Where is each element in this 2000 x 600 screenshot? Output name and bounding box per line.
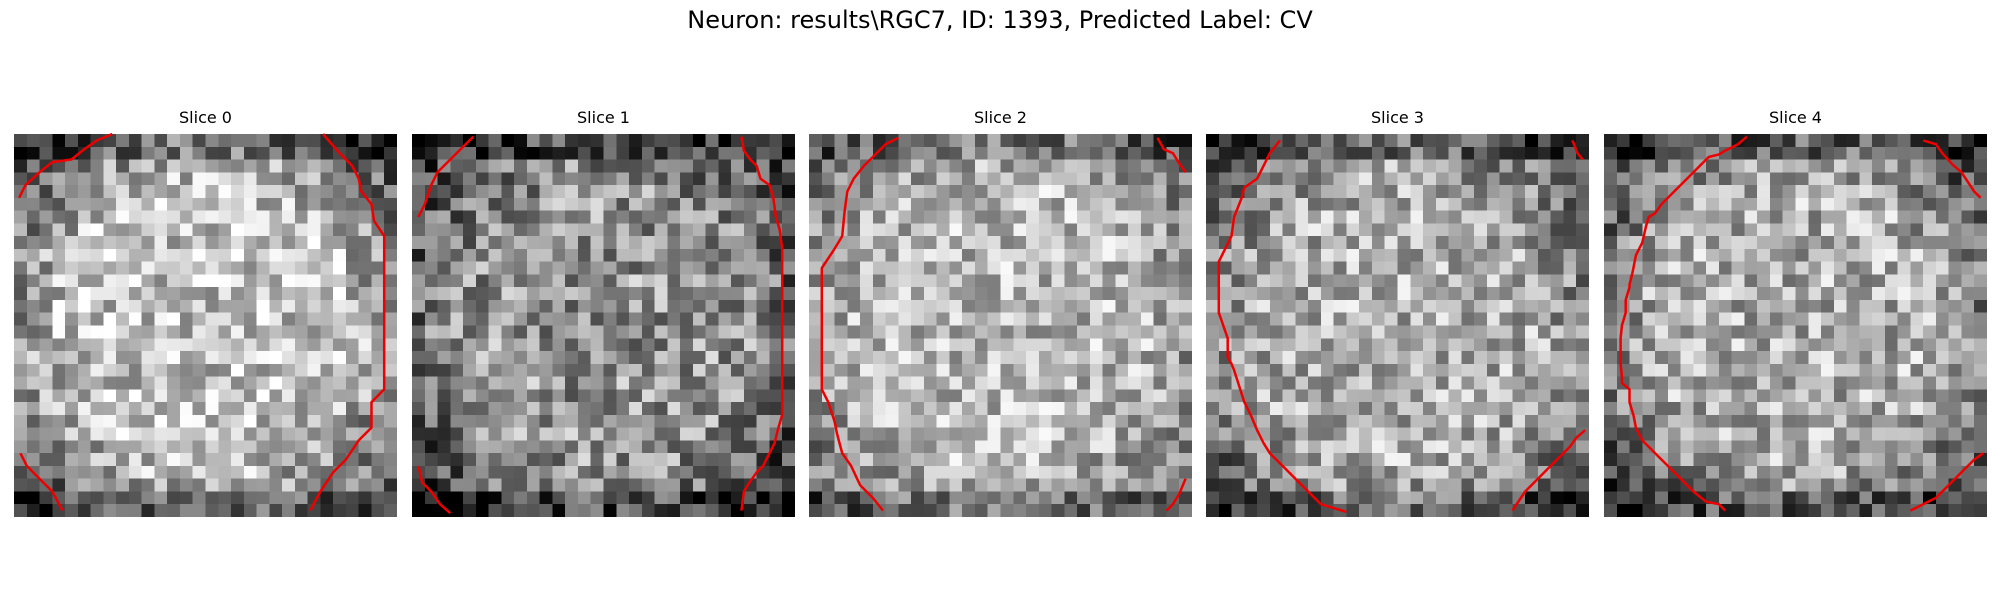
slice-3-contour-line-2 xyxy=(1511,429,1587,512)
slice-0-contours xyxy=(17,132,386,512)
slice-4-contours xyxy=(1619,135,1984,512)
slice-3-panel xyxy=(1206,134,1589,517)
slice-1-image xyxy=(412,134,795,517)
slice-1-contours xyxy=(417,135,784,515)
slice-2-image xyxy=(809,134,1192,517)
figure-title: Neuron: results\RGC7, ID: 1393, Predicte… xyxy=(687,6,1313,34)
slice-2-contour-line-0 xyxy=(820,136,899,512)
slice-2-contours xyxy=(820,136,1187,512)
slice-0-contour-line-0 xyxy=(17,132,113,199)
slice-1-contour-line-2 xyxy=(417,465,452,515)
slice-0-contour-line-1 xyxy=(309,133,386,512)
slice-4-panel xyxy=(1604,134,1987,517)
slice-4-contour-line-2 xyxy=(1909,452,1984,512)
slice-0-title: Slice 0 xyxy=(179,108,232,127)
slice-4-contour-line-1 xyxy=(1922,139,1982,199)
slice-4-title: Slice 4 xyxy=(1769,108,1822,127)
slice-3-contours xyxy=(1217,139,1587,514)
slice-2-panel xyxy=(809,134,1192,517)
slice-0-panel xyxy=(14,132,397,517)
slice-1-contour-line-0 xyxy=(417,135,475,218)
slice-1-contour-line-1 xyxy=(740,136,784,511)
slice-3-contour-line-1 xyxy=(1571,139,1584,161)
slice-2-title: Slice 2 xyxy=(974,108,1027,127)
slice-4-contour-line-0 xyxy=(1619,135,1748,512)
slice-2-contour-line-2 xyxy=(1165,478,1187,512)
slice-0-contour-line-2 xyxy=(19,452,64,512)
slice-2-contour-line-1 xyxy=(1156,137,1187,174)
slice-1-title: Slice 1 xyxy=(577,108,630,127)
slice-1-panel xyxy=(412,134,795,517)
slice-3-contour-line-0 xyxy=(1217,139,1347,514)
slice-0-image xyxy=(14,134,397,517)
slice-3-title: Slice 3 xyxy=(1371,108,1424,127)
